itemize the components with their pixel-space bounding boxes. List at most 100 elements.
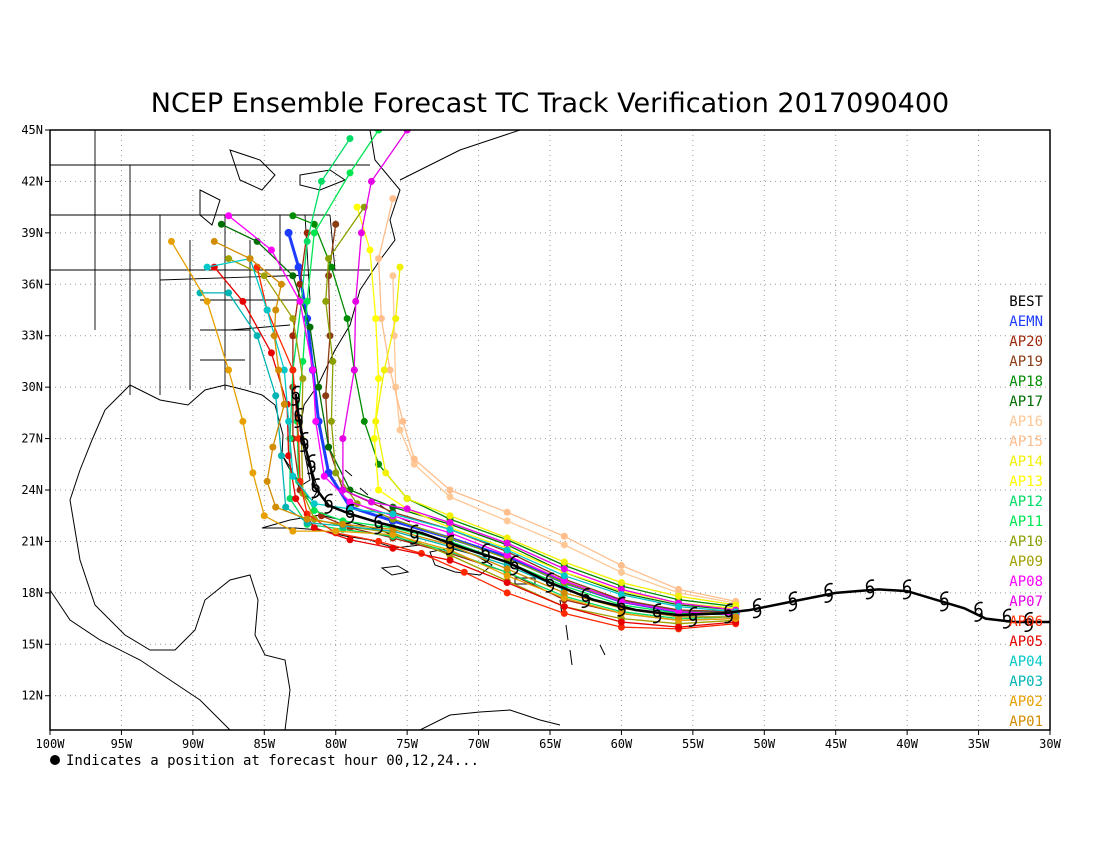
track-position [277, 280, 285, 288]
track-position [322, 392, 330, 400]
hurricane-symbol-icon [974, 601, 983, 622]
track-position [503, 517, 511, 525]
track-position [239, 297, 247, 305]
track-position [503, 589, 511, 597]
track-position [366, 246, 374, 254]
y-tick-label: 21N [21, 534, 43, 548]
track-position [284, 228, 293, 237]
hurricane-symbol-icon [445, 534, 455, 555]
track-position [289, 527, 297, 535]
track-position [389, 531, 397, 539]
track-position [225, 366, 233, 374]
track-position [203, 263, 211, 271]
legend-item-ap12: AP12 [1009, 494, 1043, 510]
track-position [403, 495, 411, 503]
legend-item-ap03: AP03 [1009, 674, 1043, 690]
hurricane-symbol-icon [865, 579, 875, 600]
hurricane-symbol-icon [311, 478, 320, 499]
track-position [267, 349, 275, 357]
track-position [346, 135, 354, 143]
track-position [289, 366, 297, 374]
track-position [306, 323, 314, 331]
x-tick-label: 55W [682, 737, 704, 751]
hurricane-symbol-icon [724, 603, 733, 624]
track-position [260, 272, 268, 280]
track-position [396, 426, 404, 434]
track-position [310, 500, 318, 508]
track-position [503, 546, 511, 554]
bahamas [344, 469, 411, 523]
track-position [617, 591, 625, 599]
track-position [329, 357, 337, 365]
track-ap07 [339, 130, 740, 614]
track-position [503, 534, 511, 542]
track-position [560, 532, 568, 540]
track-position [309, 366, 317, 374]
track-position [732, 613, 740, 621]
track-position [210, 237, 218, 245]
legend-item-ap19: AP19 [1009, 354, 1043, 370]
legend-item-ap18: AP18 [1009, 374, 1043, 390]
track-position [617, 561, 625, 569]
track-position [446, 519, 454, 527]
x-tick-label: 35W [968, 737, 990, 751]
track-position [289, 472, 297, 480]
hurricane-symbol-icon [345, 503, 355, 525]
legend-item-ap20: AP20 [1009, 334, 1043, 350]
hurricane-symbol-icon [300, 431, 309, 453]
y-tick-label: 39N [21, 226, 43, 240]
legend-item-ap02: AP02 [1009, 694, 1043, 710]
y-tick-label: 24N [21, 483, 43, 497]
track-position [675, 585, 683, 593]
track-position [503, 539, 511, 547]
y-tick-label: 36N [21, 277, 43, 291]
track-position [675, 603, 683, 611]
legend-item-ap14: AP14 [1009, 454, 1043, 470]
track-ap08 [225, 212, 740, 619]
track-position [289, 315, 297, 323]
x-tick-label: 40W [896, 737, 918, 751]
track-position [360, 417, 368, 425]
hurricane-symbol-icon [324, 493, 333, 514]
track-position [303, 510, 311, 518]
hurricane-symbol-icon [617, 596, 626, 617]
track-position [280, 366, 288, 374]
track-position [446, 486, 454, 494]
track-position [292, 495, 300, 503]
hurricane-symbol-icon [307, 454, 316, 475]
track-position [352, 297, 360, 305]
hurricane-symbol-icon [1024, 611, 1033, 633]
track-position [446, 525, 454, 533]
legend-item-ap17: AP17 [1009, 394, 1043, 410]
hurricane-symbol-icon [294, 407, 303, 429]
track-position [346, 169, 354, 177]
track-position [167, 237, 175, 245]
track-position [225, 289, 233, 297]
track-position [346, 536, 354, 544]
track-position [260, 512, 268, 520]
track-position [253, 332, 261, 340]
track-position [296, 280, 304, 288]
track-position [294, 263, 303, 272]
south-america-coastline [419, 709, 561, 730]
track-position [196, 289, 204, 297]
x-tick-label: 65W [539, 737, 561, 751]
track-position [310, 524, 318, 532]
central-america-coastline [69, 499, 291, 730]
track-position [315, 383, 323, 391]
hurricane-symbol-icon [291, 385, 300, 406]
track-position [617, 623, 625, 631]
track-position [560, 594, 568, 602]
x-tick-label: 45W [825, 737, 847, 751]
track-position [249, 469, 257, 477]
track-position [203, 297, 211, 305]
state-boundaries [50, 130, 370, 395]
track-position [392, 315, 400, 323]
track-position [303, 237, 311, 245]
track-position [310, 220, 318, 228]
track-position [343, 315, 351, 323]
legend-item-ap08: AP08 [1009, 574, 1043, 590]
track-position [560, 609, 568, 617]
track-position [389, 544, 397, 552]
track-position [239, 417, 247, 425]
